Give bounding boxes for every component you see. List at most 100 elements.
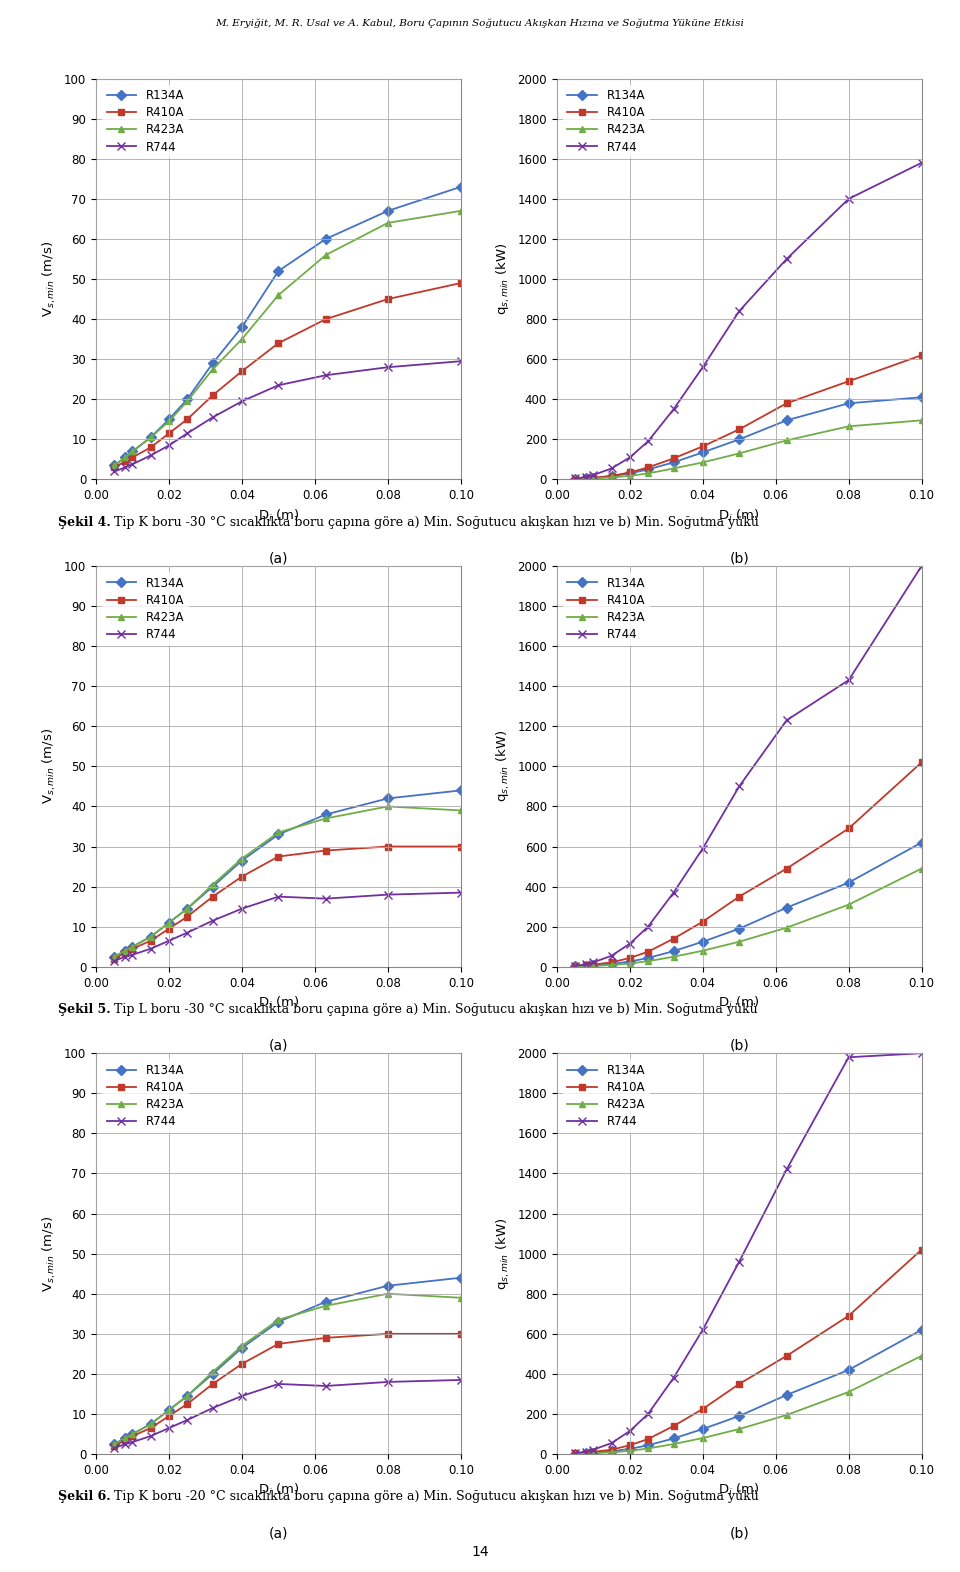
R744 <box>569 1443 581 1462</box>
R134A <box>843 872 854 891</box>
R410A <box>119 1431 131 1449</box>
R410A <box>273 1335 284 1353</box>
R410A <box>127 940 138 959</box>
R744 <box>207 407 219 426</box>
R410A <box>145 1418 156 1437</box>
R423A <box>207 1363 219 1382</box>
Line: R423A: R423A <box>110 803 465 960</box>
R423A <box>733 443 745 462</box>
R410A <box>382 1324 394 1342</box>
R410A <box>780 1347 792 1366</box>
R134A <box>382 789 394 808</box>
R410A <box>108 457 120 476</box>
R423A <box>916 860 927 879</box>
R744 <box>780 1160 792 1179</box>
R134A <box>588 956 599 975</box>
R410A <box>624 1435 636 1454</box>
R134A <box>580 468 591 487</box>
R744 <box>145 446 156 465</box>
Line: R744: R744 <box>571 561 925 970</box>
R423A <box>780 918 792 937</box>
R410A <box>569 957 581 976</box>
R134A <box>127 1424 138 1443</box>
Line: R134A: R134A <box>110 184 465 468</box>
R744 <box>733 302 745 321</box>
R410A <box>780 395 792 413</box>
R744 <box>843 1049 854 1067</box>
R134A <box>207 354 219 373</box>
Line: R744: R744 <box>110 357 465 476</box>
R744 <box>580 1442 591 1460</box>
R744 <box>236 391 248 410</box>
R134A <box>127 937 138 956</box>
X-axis label: D$_i$ (m): D$_i$ (m) <box>257 1482 300 1498</box>
Y-axis label: q$_{s,min}$ (kW): q$_{s,min}$ (kW) <box>494 244 512 314</box>
R744 <box>569 468 581 487</box>
R423A <box>624 467 636 486</box>
R744 <box>588 953 599 971</box>
R744 <box>273 887 284 905</box>
R410A <box>916 753 927 772</box>
R410A <box>320 310 331 329</box>
X-axis label: D$_i$ (m): D$_i$ (m) <box>718 508 760 523</box>
R134A <box>668 1429 680 1448</box>
R423A <box>697 453 708 472</box>
R134A <box>733 920 745 938</box>
R423A <box>181 391 193 410</box>
R410A <box>588 956 599 975</box>
R744 <box>588 465 599 484</box>
Legend: R134A, R410A, R423A, R744: R134A, R410A, R423A, R744 <box>563 85 650 159</box>
R423A <box>108 456 120 475</box>
R410A <box>697 437 708 456</box>
R410A <box>606 1440 617 1459</box>
R134A <box>108 456 120 475</box>
R134A <box>697 443 708 462</box>
R410A <box>320 1328 331 1347</box>
R744 <box>181 1410 193 1429</box>
R423A <box>163 1401 175 1420</box>
R410A <box>236 868 248 887</box>
R744 <box>273 1374 284 1393</box>
R134A <box>320 230 331 248</box>
R410A <box>588 468 599 487</box>
R410A <box>236 362 248 380</box>
R410A <box>108 949 120 968</box>
R744 <box>780 711 792 729</box>
R744 <box>273 376 284 395</box>
R134A <box>642 948 654 967</box>
R134A <box>119 1429 131 1448</box>
R744 <box>642 916 654 935</box>
R744 <box>320 1377 331 1396</box>
R423A <box>108 948 120 967</box>
Line: R423A: R423A <box>571 417 925 483</box>
R744 <box>163 931 175 949</box>
R134A <box>119 448 131 467</box>
Line: R423A: R423A <box>110 208 465 468</box>
R134A <box>780 898 792 916</box>
R423A <box>843 894 854 913</box>
R134A <box>273 1313 284 1331</box>
R423A <box>668 459 680 478</box>
R423A <box>843 417 854 435</box>
R410A <box>606 953 617 971</box>
R134A <box>916 1320 927 1339</box>
R423A <box>320 245 331 264</box>
R744 <box>624 934 636 953</box>
R134A <box>624 464 636 483</box>
R423A <box>780 431 792 450</box>
R134A <box>163 913 175 932</box>
Text: Şekil 5.: Şekil 5. <box>58 1003 110 1016</box>
R134A <box>843 1360 854 1379</box>
R410A <box>145 439 156 457</box>
R410A <box>843 1306 854 1325</box>
R744 <box>119 457 131 476</box>
R423A <box>181 899 193 918</box>
Line: R423A: R423A <box>571 1352 925 1457</box>
R134A <box>668 453 680 472</box>
R423A <box>668 1435 680 1454</box>
R423A <box>145 927 156 946</box>
Line: R744: R744 <box>110 1376 465 1453</box>
R423A <box>780 1405 792 1424</box>
R410A <box>642 1429 654 1448</box>
R423A <box>588 468 599 487</box>
